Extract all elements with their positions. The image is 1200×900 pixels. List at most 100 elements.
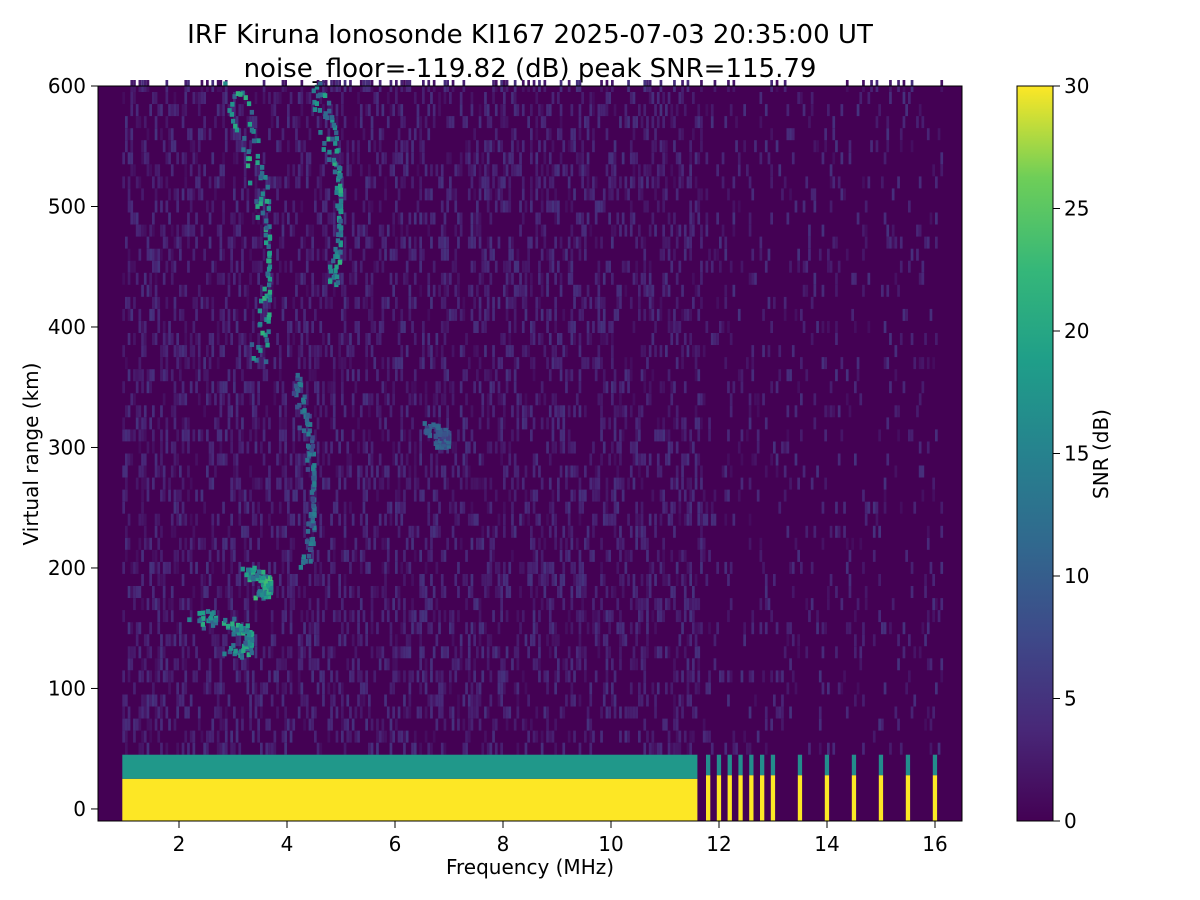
noise-cell	[179, 694, 182, 707]
noise-cell	[535, 116, 539, 129]
noise-cell	[400, 116, 404, 129]
noise-cell	[251, 116, 255, 129]
noise-cell	[713, 489, 717, 502]
noise-cell	[597, 284, 601, 297]
noise-cell	[494, 586, 498, 598]
noise-cell	[427, 501, 431, 514]
noise-cell	[694, 622, 698, 635]
noise-cell	[527, 694, 530, 707]
noise-cell	[314, 622, 317, 635]
noise-cell	[640, 369, 644, 382]
noise-cell	[257, 357, 260, 370]
noise-cell	[216, 682, 220, 695]
noise-cell	[208, 176, 212, 189]
noise-cell	[659, 598, 663, 611]
noise-cell	[440, 670, 444, 683]
noise-cell	[532, 357, 536, 370]
noise-cell	[511, 248, 514, 261]
noise-cell	[160, 369, 163, 382]
noise-cell	[673, 501, 676, 514]
noise-cell	[176, 622, 179, 635]
noise-cell	[524, 489, 528, 502]
noise-cell	[578, 489, 582, 502]
noise-cell	[492, 248, 495, 261]
noise-cell	[567, 501, 571, 514]
noise-cell	[605, 610, 609, 623]
noise-cell	[773, 296, 776, 309]
noise-cell	[521, 284, 525, 297]
noise-cell	[251, 417, 255, 430]
noise-cell	[643, 369, 647, 382]
noise-cell	[702, 537, 706, 550]
noise-cell	[192, 140, 196, 153]
noise-cell	[181, 224, 185, 237]
noise-cell	[235, 610, 239, 623]
noise-cell	[362, 501, 366, 514]
noise-cell	[727, 429, 730, 442]
noise-cell	[559, 369, 563, 382]
noise-cell	[619, 284, 622, 297]
noise-cell	[419, 574, 422, 586]
noise-cell	[424, 465, 428, 478]
noise-cell	[467, 730, 471, 743]
noise-cell	[300, 694, 304, 707]
noise-cell	[416, 116, 420, 129]
noise-cell	[146, 152, 150, 165]
noise-cell	[751, 345, 755, 358]
noise-cell	[565, 369, 568, 382]
noise-cell	[411, 742, 414, 755]
noise-cell	[262, 296, 266, 309]
noise-cell	[589, 718, 593, 731]
noise-cell	[640, 694, 644, 707]
noise-cell	[300, 610, 304, 623]
noise-cell	[513, 104, 517, 117]
noise-cell	[238, 224, 242, 237]
noise-cell	[184, 333, 188, 345]
noise-cell	[241, 104, 244, 117]
noise-cell	[756, 441, 760, 454]
noise-cell	[681, 477, 684, 490]
noise-cell	[667, 321, 671, 333]
noise-cell	[489, 537, 493, 550]
noise-cell	[616, 477, 620, 490]
noise-cell	[629, 706, 633, 719]
e-layer-trace-cell	[227, 649, 232, 655]
noise-cell	[511, 236, 514, 249]
noise-cell	[570, 465, 574, 478]
noise-cell	[359, 634, 363, 647]
noise-cell	[341, 598, 344, 611]
noise-cell	[484, 188, 487, 201]
noise-cell	[643, 104, 647, 117]
noise-cell	[373, 477, 377, 490]
noise-cell	[600, 104, 603, 117]
noise-cell	[408, 429, 412, 442]
noise-cell	[940, 561, 944, 574]
noise-cell	[419, 116, 422, 129]
noise-cell	[149, 694, 152, 707]
noise-cell	[621, 212, 625, 225]
noise-cell	[597, 393, 601, 406]
noise-cell	[791, 345, 795, 358]
noise-cell	[311, 622, 314, 635]
noise-cell	[308, 598, 312, 611]
noise-cell	[219, 706, 223, 719]
noise-cell	[292, 381, 296, 394]
noise-cell	[511, 272, 514, 285]
noise-cell	[219, 742, 223, 755]
noise-cell	[611, 224, 614, 237]
noise-cell	[732, 513, 736, 526]
noise-cell	[791, 634, 795, 647]
noise-cell	[138, 369, 142, 382]
noise-cell	[592, 321, 595, 333]
noise-cell	[638, 465, 641, 478]
noise-cell	[651, 296, 655, 309]
noise-cell	[621, 489, 625, 502]
noise-cell	[281, 694, 285, 707]
noise-cell	[559, 284, 563, 297]
noise-cell	[675, 405, 679, 418]
noise-cell	[629, 682, 633, 695]
noise-cell	[125, 730, 128, 743]
noise-cell	[343, 525, 347, 538]
noise-cell	[381, 357, 385, 370]
noise-cell	[592, 622, 595, 635]
